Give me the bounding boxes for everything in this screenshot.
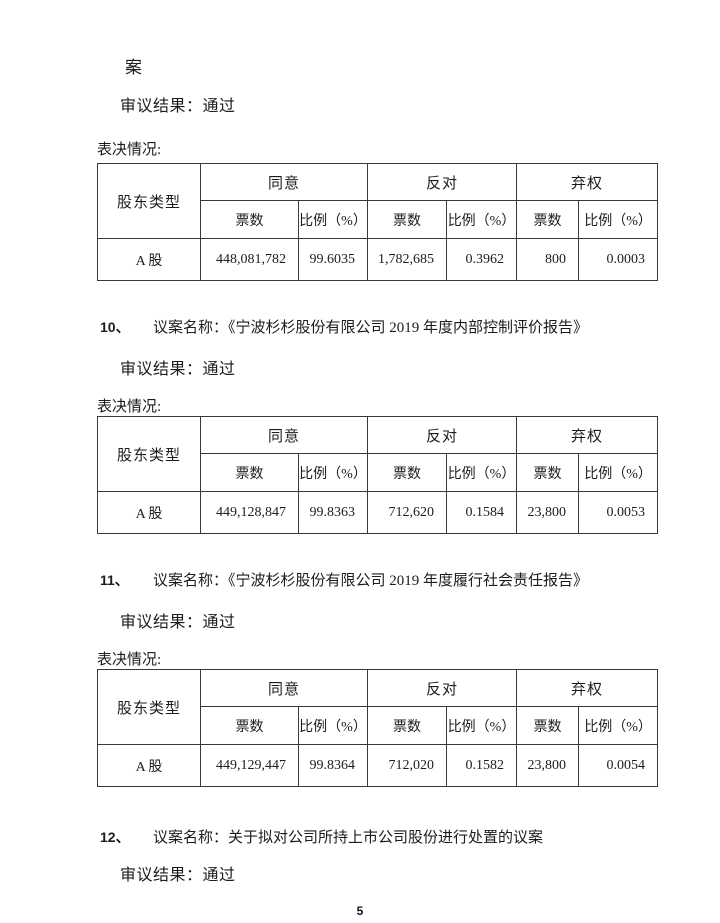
- header-agree-ratio: 比例（%）: [297, 706, 369, 745]
- cell-agree-votes: 449,129,447: [200, 744, 299, 787]
- review-result-value: 通过: [202, 614, 236, 631]
- review-result-line: 审议结果：通过: [120, 97, 236, 117]
- header-abstain: 弃权: [516, 669, 659, 707]
- header-agree-votes: 票数: [200, 453, 299, 492]
- header-oppose: 反对: [367, 416, 518, 454]
- voting-table-section10: 股东类型 同意 反对 弃权 票数 比例（%） 票数 比例（%） 票数 比例（%）…: [97, 416, 659, 534]
- header-agree-votes: 票数: [200, 200, 299, 239]
- cell-oppose-ratio: 0.1584: [446, 491, 518, 534]
- header-oppose-ratio: 比例（%）: [446, 200, 518, 239]
- header-abstain-ratio: 比例（%）: [578, 706, 659, 745]
- cell-agree-ratio: 99.6035: [297, 238, 369, 281]
- cell-agree-votes: 448,081,782: [200, 238, 299, 281]
- review-result-line: 审议结果：通过: [120, 866, 236, 886]
- header-shareholder-type: 股东类型: [97, 163, 201, 239]
- header-oppose-ratio: 比例（%）: [446, 453, 518, 492]
- section-heading-10: 10、 议案名称：《宁波杉杉股份有限公司 2019 年度内部控制评价报告》: [100, 317, 588, 338]
- voting-table-section9: 股东类型 同意 反对 弃权 票数 比例（%） 票数 比例（%） 票数 比例（%）…: [97, 163, 659, 281]
- header-agree: 同意: [199, 163, 369, 201]
- review-result-label: 审议结果：: [120, 361, 203, 378]
- page-number: 5: [356, 904, 364, 918]
- voting-table-section11: 股东类型 同意 反对 弃权 票数 比例（%） 票数 比例（%） 票数 比例（%）…: [97, 669, 659, 787]
- cell-oppose-votes: 712,620: [367, 491, 448, 534]
- header-agree: 同意: [199, 416, 369, 454]
- review-result-label: 审议结果：: [120, 98, 203, 115]
- header-agree-ratio: 比例（%）: [297, 200, 369, 239]
- header-abstain-votes: 票数: [516, 453, 580, 492]
- header-oppose: 反对: [367, 163, 518, 201]
- cell-oppose-votes: 1,782,685: [367, 238, 448, 281]
- cell-abstain-votes: 23,800: [516, 744, 580, 787]
- cell-oppose-ratio: 0.3962: [446, 238, 518, 281]
- header-shareholder-type: 股东类型: [97, 416, 201, 492]
- header-abstain: 弃权: [516, 416, 659, 454]
- cell-abstain-ratio: 0.0003: [578, 238, 659, 281]
- voting-status-label: 表决情况:: [97, 652, 162, 668]
- header-shareholder-type: 股东类型: [97, 669, 201, 745]
- table-row: A 股 449,128,847 99.8363 712,620 0.1584 2…: [97, 491, 659, 534]
- review-result-value: 通过: [202, 98, 236, 115]
- header-oppose-votes: 票数: [367, 706, 448, 745]
- cell-abstain-votes: 23,800: [516, 491, 580, 534]
- section-title: 议案名称：关于拟对公司所持上市公司股份进行处置的议案: [153, 830, 544, 846]
- section-heading-11: 11、 议案名称：《宁波杉杉股份有限公司 2019 年度履行社会责任报告》: [100, 570, 588, 591]
- header-oppose-votes: 票数: [367, 200, 448, 239]
- header-agree-votes: 票数: [200, 706, 299, 745]
- review-result-line: 审议结果：通过: [120, 360, 236, 380]
- cell-shareholder-type: A 股: [97, 491, 201, 534]
- cell-oppose-ratio: 0.1582: [446, 744, 518, 787]
- cell-agree-ratio: 99.8363: [297, 491, 369, 534]
- voting-status-label: 表决情况:: [97, 142, 162, 158]
- cell-abstain-ratio: 0.0054: [578, 744, 659, 787]
- header-abstain-votes: 票数: [516, 200, 580, 239]
- review-result-label: 审议结果：: [120, 867, 203, 884]
- review-result-value: 通过: [202, 361, 236, 378]
- cell-abstain-votes: 800: [516, 238, 580, 281]
- table-row: A 股 448,081,782 99.6035 1,782,685 0.3962…: [97, 238, 659, 281]
- voting-status-label: 表决情况:: [97, 399, 162, 415]
- section-heading-12: 12、 议案名称：关于拟对公司所持上市公司股份进行处置的议案: [100, 827, 543, 848]
- section-title: 议案名称：《宁波杉杉股份有限公司 2019 年度内部控制评价报告》: [153, 320, 589, 336]
- cell-oppose-votes: 712,020: [367, 744, 448, 787]
- header-abstain-ratio: 比例（%）: [578, 453, 659, 492]
- cell-shareholder-type: A 股: [97, 744, 201, 787]
- header-oppose: 反对: [367, 669, 518, 707]
- header-abstain-ratio: 比例（%）: [578, 200, 659, 239]
- section-number: 12、: [100, 829, 130, 845]
- table-row: A 股 449,129,447 99.8364 712,020 0.1582 2…: [97, 744, 659, 787]
- header-abstain: 弃权: [516, 163, 659, 201]
- cell-agree-ratio: 99.8364: [297, 744, 369, 787]
- header-abstain-votes: 票数: [516, 706, 580, 745]
- cell-agree-votes: 449,128,847: [200, 491, 299, 534]
- section-number: 11、: [100, 572, 129, 588]
- review-result-line: 审议结果：通过: [120, 613, 236, 633]
- section-number: 10、: [100, 319, 130, 335]
- header-agree: 同意: [199, 669, 369, 707]
- review-result-label: 审议结果：: [120, 614, 203, 631]
- header-agree-ratio: 比例（%）: [297, 453, 369, 492]
- cell-abstain-ratio: 0.0053: [578, 491, 659, 534]
- cell-shareholder-type: A 股: [97, 238, 201, 281]
- section-title: 议案名称：《宁波杉杉股份有限公司 2019 年度履行社会责任报告》: [153, 573, 589, 589]
- header-oppose-votes: 票数: [367, 453, 448, 492]
- review-result-value: 通过: [202, 867, 236, 884]
- header-oppose-ratio: 比例（%）: [446, 706, 518, 745]
- proposal-title-continuation: 案: [125, 58, 142, 77]
